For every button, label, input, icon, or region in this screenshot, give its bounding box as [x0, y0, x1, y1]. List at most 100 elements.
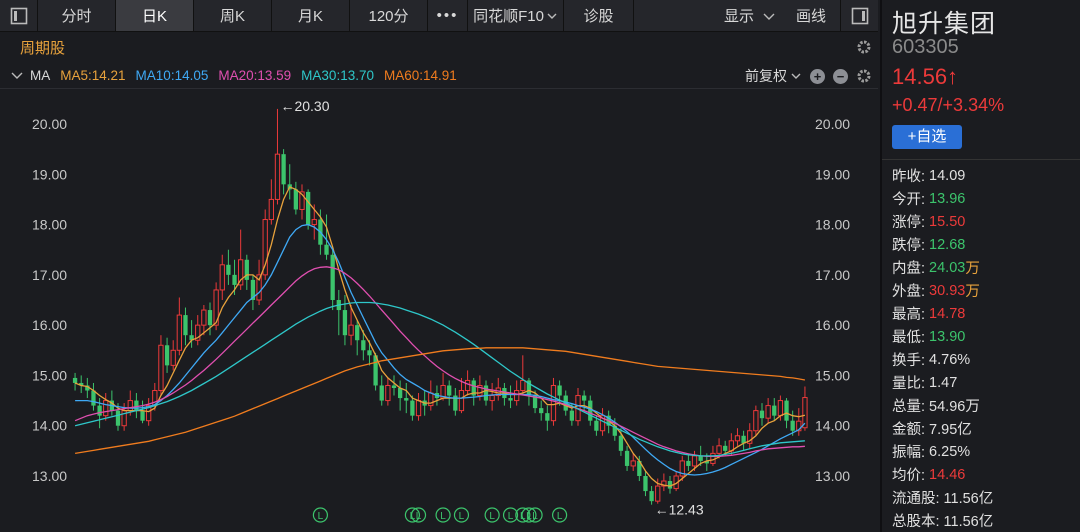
candle-body	[140, 410, 145, 421]
candle-body	[612, 425, 617, 436]
candle-body	[404, 398, 409, 401]
candle-body	[146, 405, 152, 422]
stat-label: 换手:	[892, 353, 926, 369]
candle-body	[453, 395, 458, 411]
more-menu-button[interactable]: •••	[428, 0, 468, 31]
candle-body	[747, 430, 753, 444]
candle-body	[784, 400, 789, 421]
stat-value: 54.96万	[929, 399, 980, 415]
gear-icon[interactable]	[856, 68, 872, 84]
stat-label: 总量:	[892, 399, 926, 415]
candle-body	[72, 377, 78, 383]
draw-line-button[interactable]: 画线	[795, 8, 826, 25]
stock-code: 603305	[892, 36, 959, 58]
stat-row: 涨停: 15.50	[892, 210, 1080, 233]
ma-line-ma30	[74, 301, 805, 457]
candle-body	[734, 435, 741, 442]
tab-daily-k[interactable]: 日K	[116, 0, 194, 31]
y-tick-label-left: 14.00	[32, 418, 67, 434]
ma-indicator-name[interactable]: MA	[30, 67, 51, 83]
stat-row: 外盘: 30.93 万	[892, 279, 1080, 302]
candle-body	[520, 379, 526, 392]
l-marker-label: L	[318, 511, 324, 522]
stat-label: 振幅:	[892, 445, 926, 461]
y-tick-label-left: 18.00	[32, 217, 67, 233]
tab-monthly-k[interactable]: 月K	[272, 0, 350, 31]
y-tick-label-left: 17.00	[32, 267, 67, 283]
candle-body	[802, 397, 808, 429]
candle-body	[274, 153, 281, 200]
y-tick-label-left: 13.00	[32, 468, 67, 484]
l-marker-label: L	[459, 511, 465, 522]
l-marker-circle	[521, 507, 537, 523]
stat-row: 总量: 54.96万	[892, 394, 1080, 417]
add-indicator-icon[interactable]: +	[810, 68, 825, 84]
y-tick-label-right: 13.00	[815, 468, 850, 484]
candle-body	[158, 344, 164, 392]
stat-value: 6.25%	[929, 443, 971, 460]
candle-body	[723, 445, 728, 451]
candle-body	[293, 189, 299, 210]
f10-dropdown[interactable]: 同花顺F10	[468, 0, 564, 31]
chevron-down-icon[interactable]	[10, 70, 24, 80]
candle-body	[85, 385, 90, 391]
ma10-value: MA10:14.05	[135, 67, 209, 83]
l-marker-circle	[515, 507, 531, 523]
panel-divider	[882, 159, 1080, 160]
candle-body	[772, 405, 777, 416]
ma-line-ma5	[74, 186, 806, 487]
f10-label: 同花顺F10	[473, 8, 544, 25]
gear-icon[interactable]	[856, 39, 872, 55]
candle-body	[219, 264, 225, 291]
tab-weekly-k[interactable]: 周K	[194, 0, 272, 31]
l-marker-label: L	[520, 511, 526, 522]
stock-info-panel: 旭升集团 603305 14.56↑ +0.47/+3.34% +自选 昨收: 1…	[880, 0, 1080, 532]
candle-body	[458, 390, 465, 412]
candle-body	[385, 384, 391, 402]
candle-body	[244, 259, 249, 280]
candle-body	[483, 385, 489, 401]
display-label: 显示	[723, 8, 754, 25]
candle-body	[79, 382, 84, 386]
stat-value: 13.96	[929, 190, 966, 207]
tab-120min[interactable]: 120分	[350, 0, 428, 31]
stat-value: 14.46	[929, 466, 966, 483]
stat-label: 昨收:	[892, 169, 926, 185]
sidebar-toggle-icon[interactable]	[0, 0, 38, 31]
stat-value: 14.78	[929, 305, 966, 322]
display-dropdown[interactable]: 显示	[714, 0, 786, 31]
stat-unit: 万	[965, 261, 980, 277]
y-tick-label-left: 19.00	[32, 166, 67, 182]
remove-indicator-icon[interactable]: −	[833, 68, 848, 84]
candlestick-chart[interactable]: 20.00 20.00 19.00 19.00 18.00 18.00 17.00 17.00…	[0, 88, 878, 532]
candle-body	[686, 460, 691, 466]
l-marker-label: L	[508, 511, 514, 522]
panel-toggle-icon[interactable]	[840, 0, 878, 31]
stat-row: 流通股: 11.56亿	[892, 486, 1080, 509]
l-marker-circle	[410, 507, 427, 523]
l-marker-circle	[312, 507, 328, 523]
y-tick-label-right: 18.00	[815, 217, 850, 233]
y-tick-label-right: 20.00	[815, 116, 850, 132]
diagnose-button[interactable]: 诊股	[564, 0, 634, 31]
adjust-dropdown[interactable]: 前复权	[745, 66, 802, 86]
l-marker-label: L	[410, 511, 416, 522]
add-to-watchlist-button[interactable]: +自选	[892, 125, 962, 149]
candle-body	[238, 259, 244, 286]
candle-body	[618, 435, 624, 451]
candle-body	[361, 340, 366, 351]
y-tick-label-right: 16.00	[815, 317, 850, 333]
stat-row: 换手: 4.76%	[892, 348, 1080, 371]
price-change: +0.47/+3.34%	[892, 95, 1005, 115]
candle-body	[373, 355, 378, 386]
stat-value: 4.76%	[929, 351, 971, 368]
candle-body	[471, 380, 476, 396]
stat-row: 最高: 14.78	[892, 302, 1080, 325]
candle-body	[569, 410, 575, 421]
candle-body	[342, 310, 348, 336]
tab-intraday[interactable]: 分时	[38, 0, 116, 31]
stat-label: 均价:	[892, 468, 926, 484]
candle-body	[624, 450, 630, 466]
l-marker-label: L	[440, 511, 446, 522]
stat-label: 量比:	[892, 376, 926, 392]
